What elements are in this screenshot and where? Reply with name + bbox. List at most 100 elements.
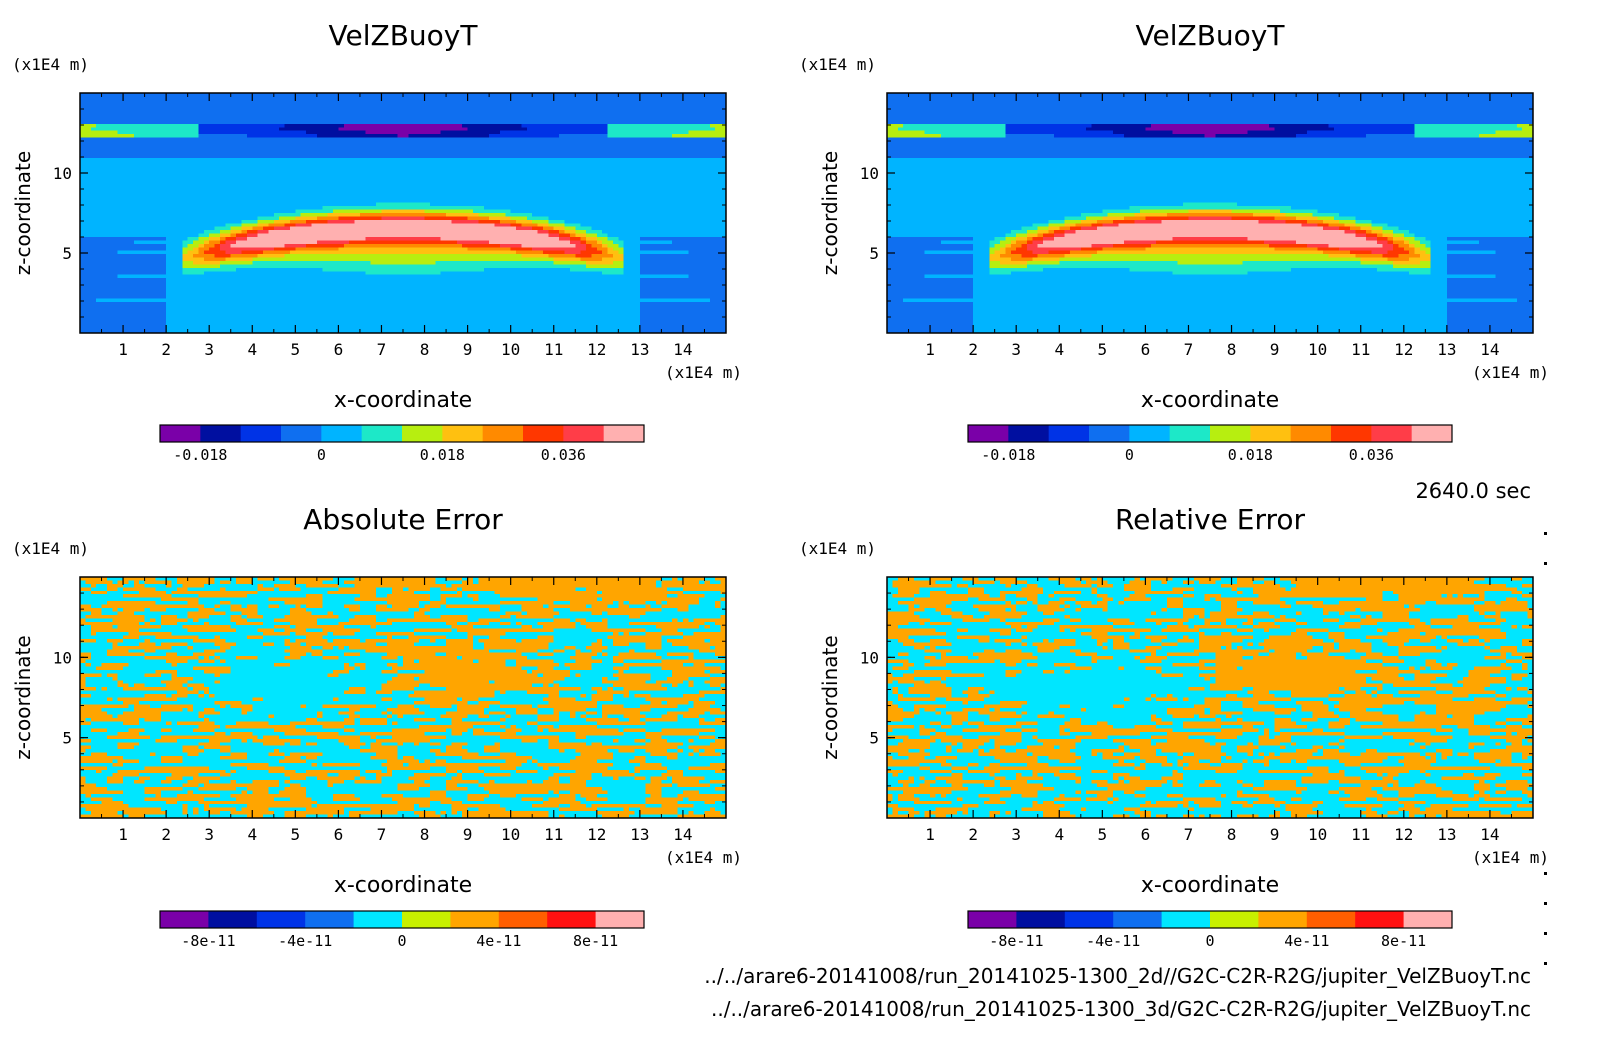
- heatmap-cell: [134, 134, 140, 138]
- heatmap-cell: [150, 96, 156, 100]
- heatmap-cell: [128, 264, 134, 268]
- heatmap-cell: [134, 107, 140, 111]
- heatmap-cell: [139, 203, 145, 207]
- heatmap-cell: [139, 120, 145, 124]
- heatmap-cell: [112, 165, 118, 169]
- heatmap-cell: [161, 131, 167, 135]
- heatmap-cell: [128, 230, 134, 234]
- heatmap-cell: [139, 258, 145, 262]
- heatmap-cell: [139, 182, 145, 186]
- heatmap-cell: [107, 138, 113, 142]
- heatmap-cell: [123, 182, 129, 186]
- heatmap-cell: [91, 96, 97, 100]
- heatmap-cell: [172, 254, 178, 258]
- heatmap-cell: [107, 316, 113, 320]
- heatmap-cell: [96, 186, 102, 190]
- heatmap-cell: [161, 244, 167, 248]
- heatmap-cell: [161, 306, 167, 310]
- heatmap-cell: [150, 168, 156, 172]
- heatmap-cell: [107, 292, 113, 296]
- heatmap-cell: [150, 230, 156, 234]
- heatmap-cell: [102, 275, 108, 279]
- heatmap-cell: [128, 124, 134, 128]
- heatmap-cell: [145, 326, 151, 330]
- heatmap-cell: [123, 203, 129, 207]
- heatmap-cell: [166, 96, 172, 100]
- heatmap-cell: [80, 134, 86, 138]
- heatmap-cell: [102, 213, 108, 217]
- heatmap-cell: [128, 261, 134, 265]
- heatmap-cell: [177, 144, 183, 148]
- heatmap-cell: [80, 227, 86, 231]
- heatmap-cell: [134, 282, 140, 286]
- heatmap-cell: [123, 326, 129, 330]
- heatmap-cell: [155, 148, 161, 152]
- heatmap-cell: [123, 306, 129, 310]
- heatmap-cell: [112, 275, 118, 279]
- heatmap-cell: [161, 282, 167, 286]
- heatmap-cell: [112, 299, 118, 303]
- heatmap-cell: [107, 309, 113, 313]
- heatmap-cell: [150, 148, 156, 152]
- heatmap-cell: [112, 179, 118, 183]
- heatmap-cell: [150, 206, 156, 210]
- heatmap-cell: [123, 258, 129, 262]
- heatmap-cell: [96, 264, 102, 268]
- heatmap-cell: [161, 216, 167, 220]
- heatmap-cell: [134, 220, 140, 224]
- heatmap-cell: [172, 107, 178, 111]
- heatmap-cell: [145, 251, 151, 255]
- heatmap-cell: [139, 117, 145, 121]
- heatmap-cell: [161, 120, 167, 124]
- heatmap-cell: [118, 148, 124, 152]
- heatmap-cell: [128, 326, 134, 330]
- heatmap-cell: [166, 326, 172, 330]
- heatmap-cell: [139, 158, 145, 162]
- heatmap-cell: [85, 234, 91, 238]
- heatmap-cell: [155, 96, 161, 100]
- heatmap-cell: [145, 165, 151, 169]
- heatmap-cell: [166, 162, 172, 166]
- heatmap-cell: [91, 110, 97, 114]
- heatmap-cell: [102, 196, 108, 200]
- heatmap-cell: [139, 141, 145, 145]
- heatmap-cell: [91, 275, 97, 279]
- heatmap-cell: [155, 192, 161, 196]
- heatmap-cell: [150, 240, 156, 244]
- heatmap-cell: [123, 312, 129, 316]
- heatmap-cell: [150, 299, 156, 303]
- heatmap-cell: [107, 282, 113, 286]
- heatmap-cell: [139, 306, 145, 310]
- heatmap-cell: [85, 114, 91, 118]
- heatmap-cell: [128, 186, 134, 190]
- heatmap-cell: [85, 264, 91, 268]
- heatmap-cell: [150, 216, 156, 220]
- heatmap-cell: [80, 182, 86, 186]
- heatmap-cell: [91, 131, 97, 135]
- heatmap-cell: [85, 117, 91, 121]
- heatmap-cell: [96, 316, 102, 320]
- heatmap-cell: [161, 254, 167, 258]
- heatmap-cell: [91, 237, 97, 241]
- heatmap-cell: [96, 258, 102, 262]
- heatmap-cell: [172, 299, 178, 303]
- heatmap-cell: [134, 306, 140, 310]
- heatmap-cell: [145, 144, 151, 148]
- heatmap-cell: [107, 268, 113, 272]
- heatmap-cell: [85, 162, 91, 166]
- heatmap-cell: [96, 192, 102, 196]
- heatmap-cell: [166, 292, 172, 296]
- heatmap-cell: [85, 107, 91, 111]
- heatmap-cell: [91, 326, 97, 330]
- heatmap-cell: [123, 144, 129, 148]
- heatmap-cell: [150, 131, 156, 135]
- heatmap-cell: [150, 107, 156, 111]
- heatmap-cell: [172, 206, 178, 210]
- heatmap-cell: [123, 302, 129, 306]
- heatmap-cell: [139, 275, 145, 279]
- heatmap-cell: [96, 240, 102, 244]
- heatmap-cell: [134, 316, 140, 320]
- heatmap-cell: [91, 323, 97, 327]
- heatmap-cell: [161, 251, 167, 255]
- heatmap-cell: [172, 275, 178, 279]
